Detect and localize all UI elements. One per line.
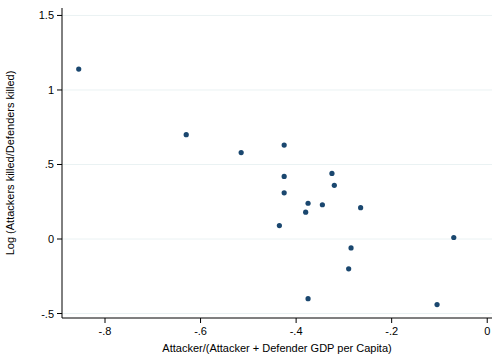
- y-tick: [57, 313, 62, 314]
- y-tick-label: 0: [48, 233, 54, 245]
- grid-line: [62, 89, 492, 90]
- x-tick-label: -.2: [385, 325, 398, 337]
- point: [346, 266, 351, 271]
- x-tick: [487, 318, 488, 323]
- point: [434, 302, 439, 307]
- x-tick: [296, 318, 297, 323]
- y-tick: [57, 15, 62, 16]
- y-axis-label: Log (Attackers killed/Defenders killed): [4, 71, 16, 256]
- point: [239, 150, 244, 155]
- point: [332, 183, 337, 188]
- chart-container: -.5 0 .5 1 1.5 -.8 -.6 -.4 -.2 0 Attacker/(Attacke…: [0, 0, 500, 358]
- y-tick-label: -.5: [41, 308, 54, 320]
- point: [303, 210, 308, 215]
- y-tick-label: 1: [48, 84, 54, 96]
- y-tick-label: .5: [45, 158, 54, 170]
- grid-line: [62, 239, 492, 240]
- x-tick-label: 0: [484, 325, 490, 337]
- grid-line: [62, 15, 492, 16]
- y-tick-label: 1.5: [39, 9, 54, 21]
- point: [282, 174, 287, 179]
- x-tick: [391, 318, 392, 323]
- point: [451, 235, 456, 240]
- point: [305, 201, 310, 206]
- point: [348, 245, 353, 250]
- chart-svg: -.5 0 .5 1 1.5 -.8 -.6 -.4 -.2 0 Attacker/(Attacke…: [0, 0, 500, 358]
- x-tick: [105, 318, 106, 323]
- y-axis: [62, 8, 63, 318]
- x-tick: [200, 318, 201, 323]
- point: [329, 171, 334, 176]
- point: [320, 202, 325, 207]
- x-tick-label: -.4: [290, 325, 303, 337]
- grid-line: [62, 164, 492, 165]
- x-axis: [62, 318, 492, 319]
- y-tick: [57, 164, 62, 165]
- points: [76, 67, 456, 308]
- x-tick-label: -.8: [99, 325, 112, 337]
- x-axis-label: Attacker/(Attacker + Defender GDP per Ca…: [162, 342, 391, 354]
- grid-line: [62, 313, 492, 314]
- point: [277, 223, 282, 228]
- y-tick: [57, 239, 62, 240]
- point: [305, 296, 310, 301]
- x-tick-label: -.6: [194, 325, 207, 337]
- y-tick: [57, 89, 62, 90]
- point: [282, 190, 287, 195]
- point: [76, 67, 81, 72]
- point: [282, 143, 287, 148]
- point: [184, 132, 189, 137]
- point: [358, 205, 363, 210]
- background: [0, 0, 500, 358]
